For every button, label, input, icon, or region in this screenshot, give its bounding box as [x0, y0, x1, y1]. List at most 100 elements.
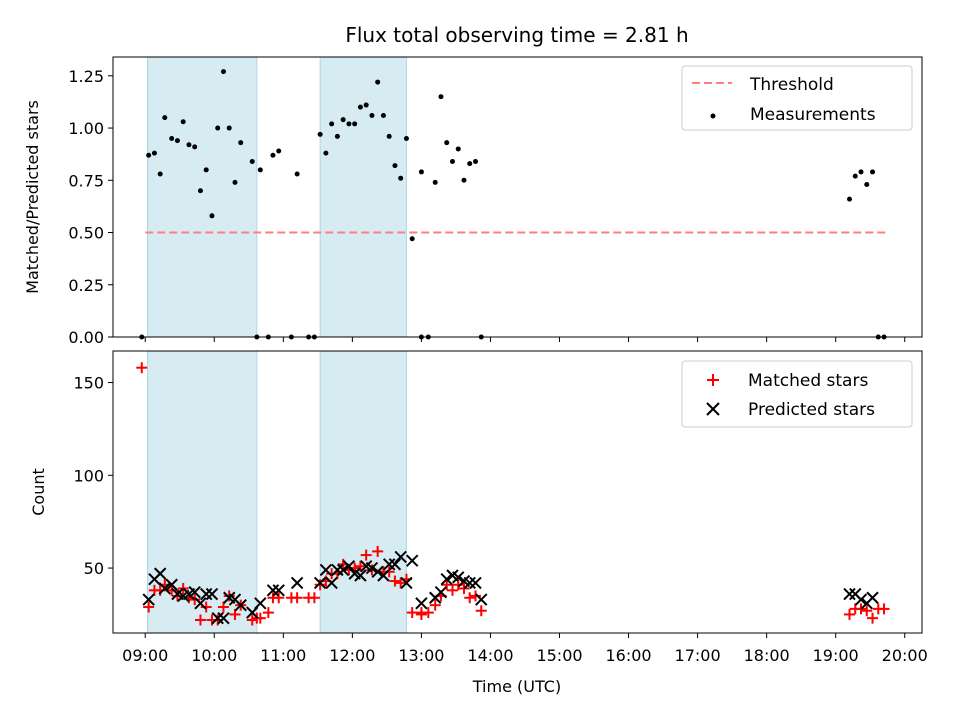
predicted-point [469, 576, 482, 590]
x-tick-label: 12:00 [329, 646, 375, 665]
predicted-point [313, 576, 327, 590]
measurement-point [232, 179, 238, 185]
measurement-point [403, 135, 409, 141]
shaded-interval-1 [147, 56, 258, 338]
legend-predicted-swatch [706, 402, 720, 416]
legend-predicted-label: Predicted stars [748, 400, 875, 420]
measurement-point [151, 150, 157, 156]
measurement-point [852, 173, 858, 179]
matched-point [143, 601, 155, 613]
measurement-point [380, 113, 386, 119]
top-y-tick-label: 0.50 [68, 224, 104, 243]
x-tick-label: 11:00 [260, 646, 306, 665]
predicted-point [153, 567, 167, 580]
matched-point [308, 592, 320, 604]
matched-point [446, 584, 458, 596]
measurement-point [438, 94, 444, 100]
predicted-point [319, 563, 333, 577]
predicted-point [254, 597, 267, 610]
predicted-point [290, 576, 304, 590]
measurement-point [847, 196, 853, 202]
measurement-point [276, 148, 282, 154]
predicted-point [377, 569, 390, 582]
measurement-point [340, 117, 346, 123]
predicted-point [158, 582, 171, 595]
measurement-point [238, 140, 244, 146]
predicted-point [336, 563, 350, 577]
matched-point [291, 592, 303, 604]
predicted-point [205, 587, 219, 601]
matched-point [273, 592, 285, 604]
x-tick-label: 17:00 [675, 646, 721, 665]
bottom-y-tick-label: 150 [73, 374, 104, 393]
predicted-point [354, 569, 367, 582]
bottom-y-axis-label: Count [29, 468, 48, 516]
bottom-y-tick-label: 50 [84, 559, 104, 578]
measurement-point [215, 125, 221, 131]
predicted-point [211, 611, 224, 625]
measurement-point [346, 121, 352, 127]
matched-point [861, 605, 873, 617]
predicted-point [188, 585, 201, 599]
legend-measurements-swatch [710, 113, 716, 119]
matched-point [422, 607, 434, 619]
predicted-point [194, 597, 207, 610]
predicted-point [388, 558, 402, 571]
matched-point [189, 594, 201, 606]
measurement-point [363, 102, 369, 108]
x-tick-label: 20:00 [882, 646, 928, 665]
matched-point [406, 607, 418, 619]
matched-point [867, 612, 879, 624]
predicted-point [272, 584, 285, 597]
measurement-point [169, 135, 175, 141]
matched-point [262, 607, 274, 619]
legend-matched-swatch [707, 374, 719, 386]
predicted-point [200, 587, 213, 601]
matched-point [395, 577, 407, 589]
predicted-point [854, 593, 868, 606]
bottom-axes-frame [112, 350, 923, 634]
matched-point [136, 362, 148, 374]
measurement-point [858, 169, 864, 175]
top-y-tick-label: 1.25 [68, 67, 104, 86]
matched-point [464, 592, 476, 604]
x-tick-label: 16:00 [605, 646, 651, 665]
x-tick-label: 14:00 [467, 646, 513, 665]
x-tick-label: 19:00 [813, 646, 859, 665]
measurement-point [226, 125, 232, 131]
predicted-point [382, 558, 396, 571]
x-tick-label: 10:00 [191, 646, 237, 665]
matched-point [429, 599, 441, 611]
bottom-panel: 50 100 150 09:00 10:00 11:00 12:00 13:00 14:00 15… [29, 350, 928, 696]
matched-point [229, 608, 241, 620]
matched-point [415, 608, 427, 620]
predicted-point [463, 576, 476, 590]
matched-point [314, 579, 326, 591]
measurement-point [180, 119, 186, 125]
measurement-point [357, 104, 363, 110]
matched-point [452, 579, 464, 591]
matched-point [360, 549, 372, 561]
matched-point [441, 579, 453, 591]
bottom-legend-box [681, 360, 913, 428]
measurement-point [317, 131, 323, 137]
measurement-point [157, 171, 163, 177]
x-axis-label: Time (UTC) [472, 677, 561, 696]
matched-point [383, 566, 395, 578]
measurement-point [444, 140, 450, 146]
predicted-point [331, 563, 344, 577]
measurement-point [392, 163, 398, 169]
predicted-point [405, 554, 419, 567]
legend-matched-label: Matched stars [748, 371, 868, 391]
legend-measurements-label: Measurements [750, 105, 876, 125]
predicted-point [142, 593, 155, 606]
top-y-tick-label: 1.00 [68, 119, 104, 138]
top-axes-frame [112, 56, 923, 338]
measurement-point [386, 133, 392, 139]
matched-point [354, 560, 366, 572]
measurement-point [197, 188, 203, 194]
matched-point [217, 601, 229, 613]
measurement-point [203, 167, 209, 173]
matched-point [171, 590, 183, 602]
legend-threshold-label: Threshold [749, 75, 834, 95]
